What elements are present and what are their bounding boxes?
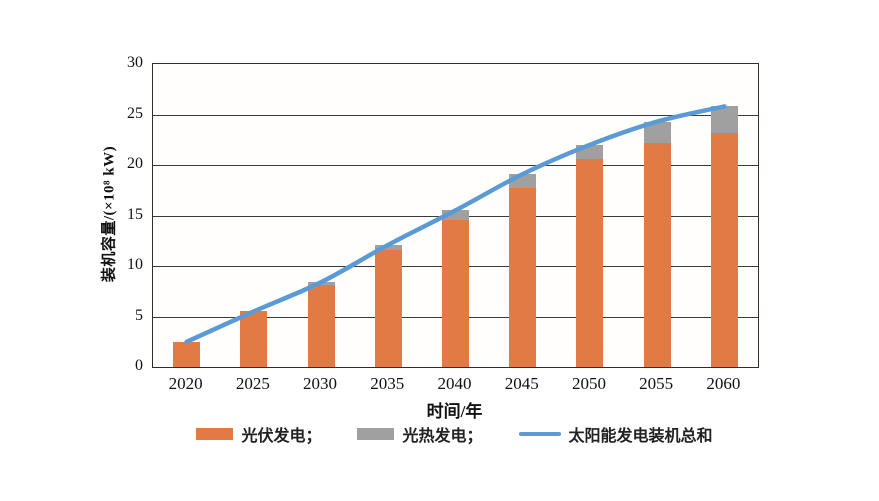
legend-item: 太阳能发电装机总和 <box>518 422 713 446</box>
x-tick-label: 2040 <box>437 374 472 393</box>
y-tick-label: 5 <box>135 306 143 324</box>
bar-segment-pv <box>509 188 537 367</box>
bar-segment-pv <box>173 341 201 367</box>
legend-bar-swatch <box>357 428 395 440</box>
y-tick-label: 15 <box>127 205 143 223</box>
bar-segment-pv <box>643 142 671 367</box>
gridline <box>153 114 758 116</box>
x-tick-label: 2020 <box>168 374 203 393</box>
bar-segment-csp <box>643 121 671 143</box>
chart-legend: 光伏发电； 光热发电； 太阳能发电装机总和 <box>152 422 757 446</box>
bar-segment-pv <box>710 132 738 367</box>
legend-item: 光热发电； <box>357 422 483 446</box>
legend-item: 光伏发电； <box>196 422 321 446</box>
x-tick-label: 2025 <box>235 374 270 393</box>
total-line <box>184 104 727 345</box>
bar-segment-csp <box>710 106 738 133</box>
y-tick-label: 30 <box>127 54 143 71</box>
y-tick-label: 10 <box>127 256 143 273</box>
bar-segment-pv <box>576 158 604 367</box>
x-tick-label: 2050 <box>571 374 606 393</box>
bar-segment-pv <box>442 219 469 367</box>
gridline <box>153 165 758 166</box>
y-tick-label: 0 <box>135 357 143 374</box>
legend-bar-swatch <box>196 428 234 440</box>
y-tick-label: 20 <box>127 155 143 172</box>
bar-segment-csp <box>442 210 469 220</box>
legend-label: 光热发电； <box>402 428 483 445</box>
bar-segment-pv <box>374 249 402 367</box>
x-tick-label: 2045 <box>504 374 539 393</box>
x-tick-label: 2030 <box>303 374 338 393</box>
legend-line-swatch <box>518 432 561 436</box>
bar-segment-pv <box>240 311 268 367</box>
x-axis-title: 时间/年 <box>426 402 483 421</box>
plot-area <box>152 63 759 368</box>
legend-label: 光伏发电； <box>241 428 322 445</box>
bar-segment-pv <box>307 285 335 367</box>
x-tick-label: 2035 <box>370 374 405 393</box>
total-line-layer <box>184 104 727 345</box>
y-tick-label: 25 <box>127 104 143 122</box>
legend-label: 太阳能发电装机总和 <box>568 428 713 445</box>
x-tick-label: 2060 <box>706 374 741 393</box>
x-tick-label: 2055 <box>639 374 674 393</box>
